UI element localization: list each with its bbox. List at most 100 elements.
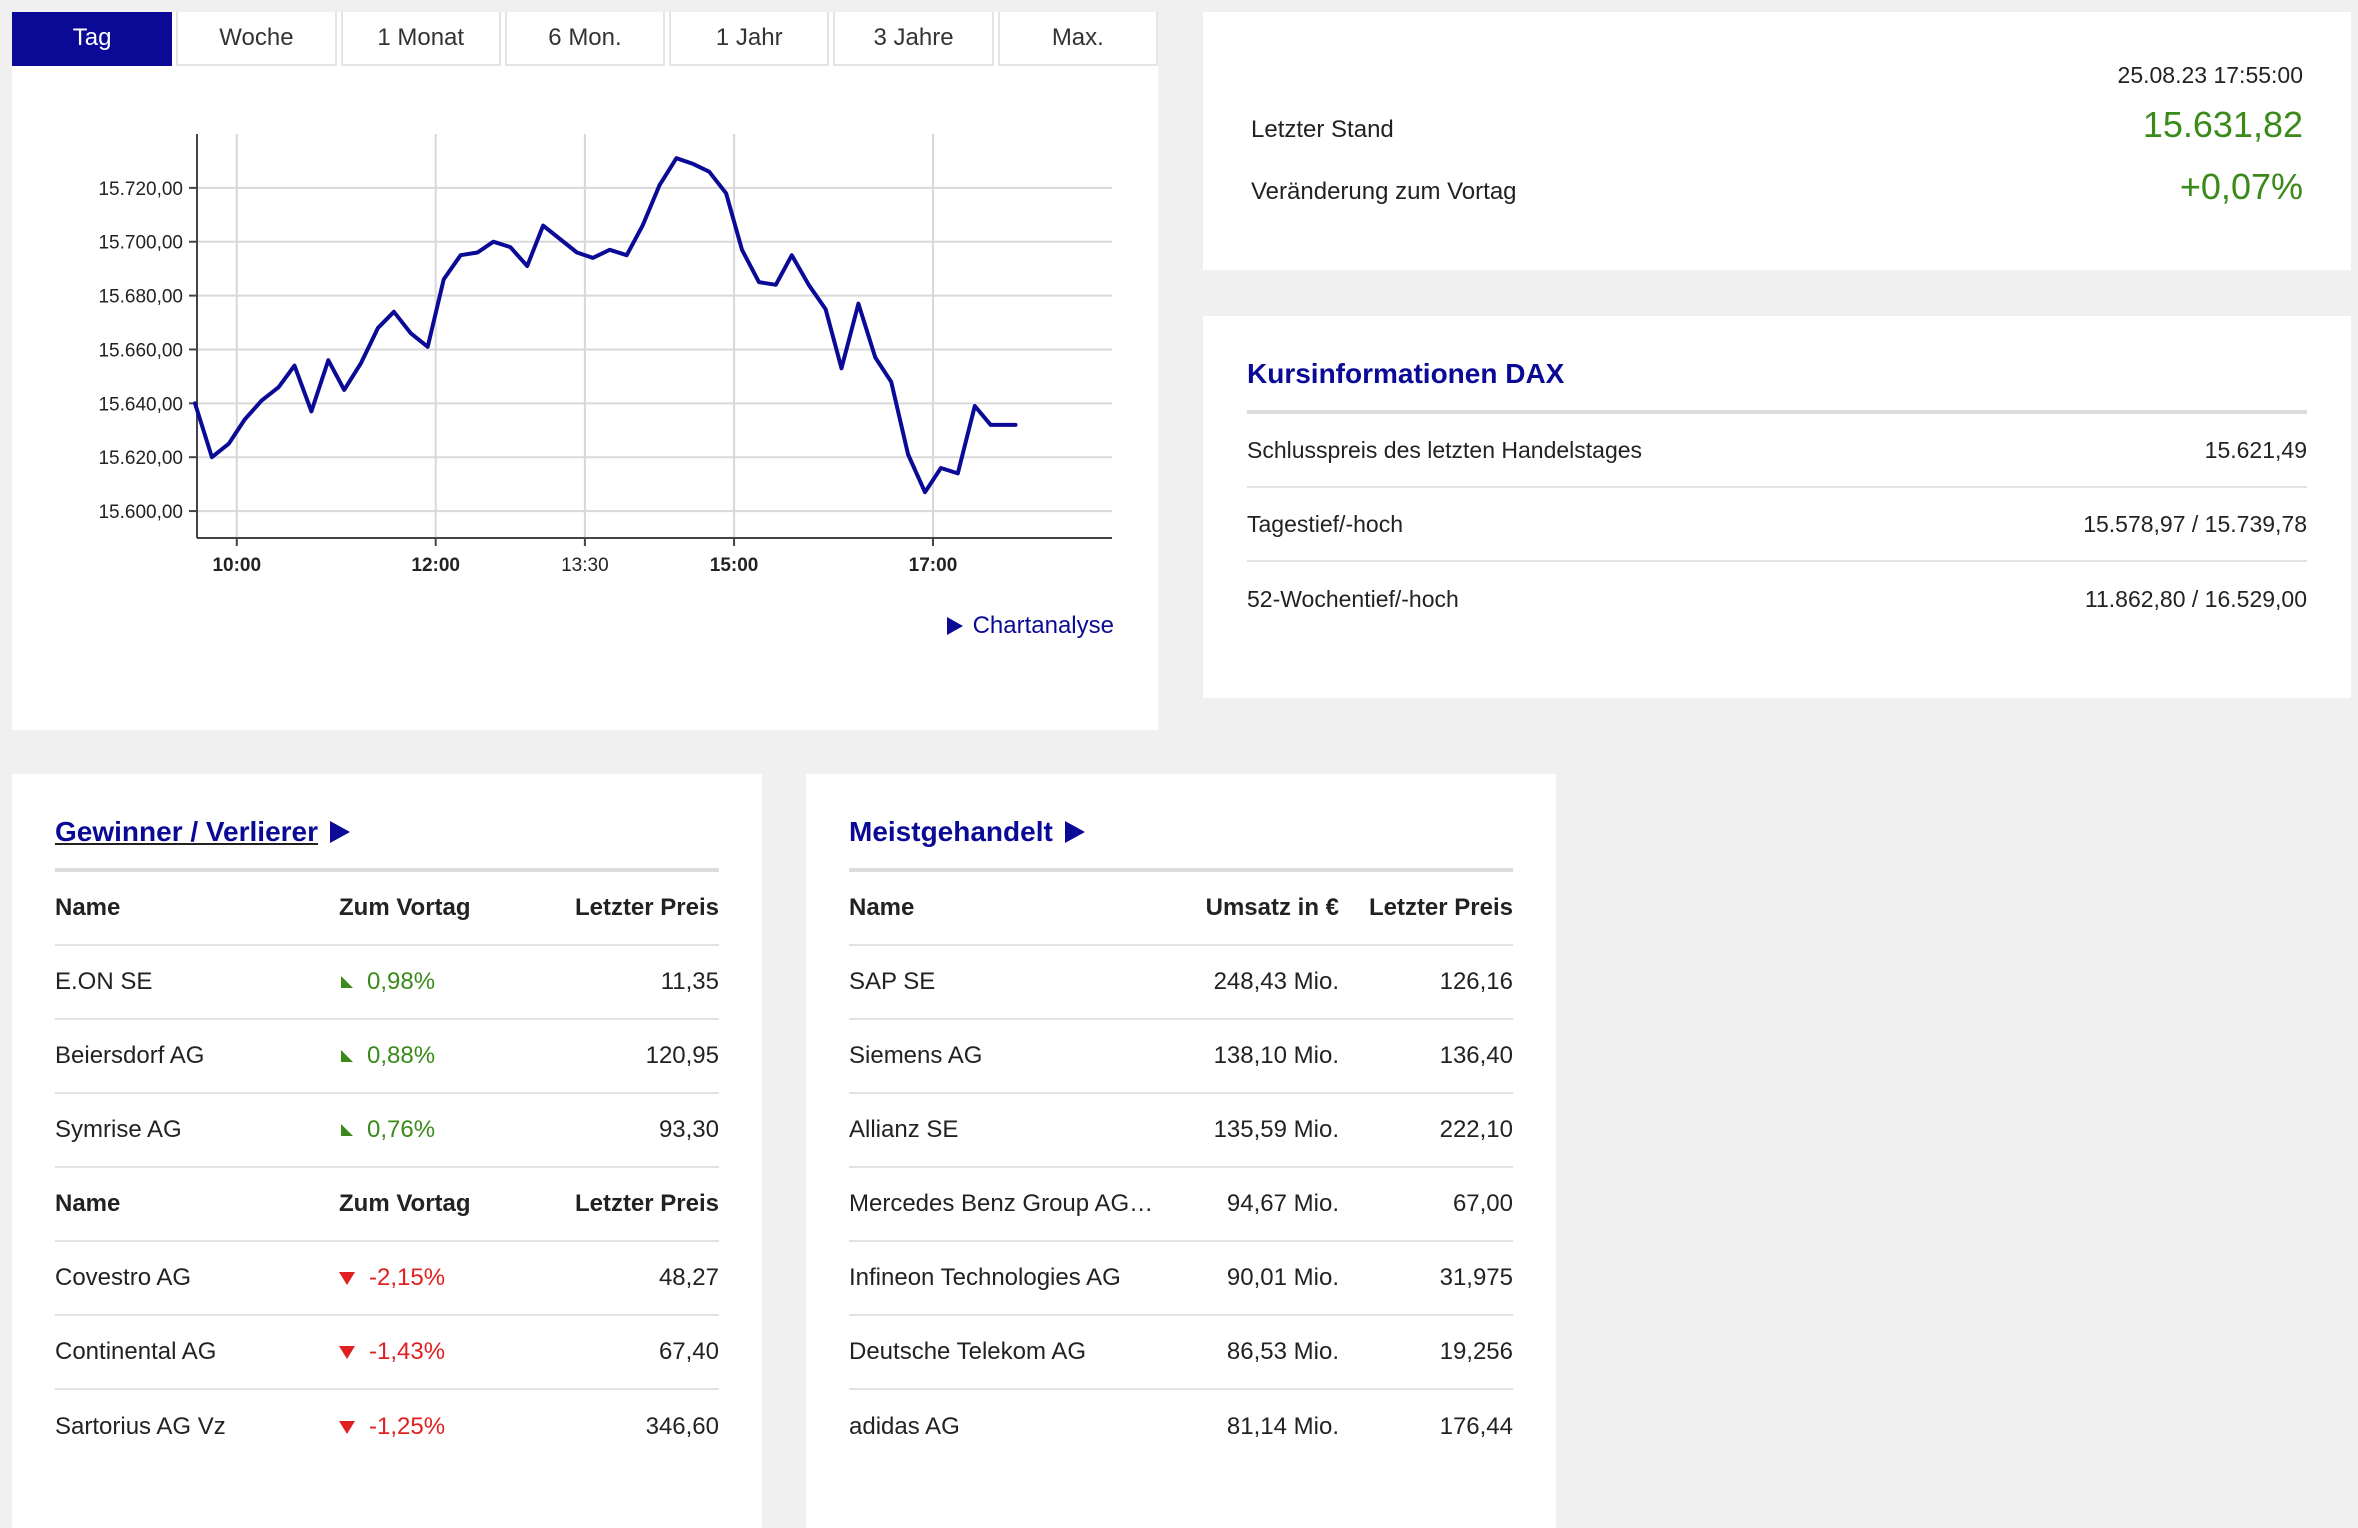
table-row[interactable]: Continental AG -1,43% 67,40 xyxy=(55,1316,719,1390)
change-text: -1,25% xyxy=(369,1413,446,1440)
col-change: Zum Vortag xyxy=(339,894,471,921)
table-header: Name Zum Vortag Letzter Preis xyxy=(55,1168,719,1242)
tab-tag[interactable]: Tag xyxy=(12,12,173,66)
col-change: Zum Vortag xyxy=(339,1190,471,1217)
gainers-losers-link[interactable]: Gewinner / Verlierer xyxy=(55,816,351,848)
dax-intraday-chart: 15.600,00 15.620,00 15.640,00 15.660,00 15.6… xyxy=(98,134,1112,576)
stock-change: 0,88% xyxy=(339,1042,529,1070)
x-tick-label: 10:00 xyxy=(212,555,261,576)
stock-name: Siemens AG xyxy=(849,1042,983,1069)
stock-volume: 81,14 Mio. xyxy=(1226,1413,1339,1440)
stock-name: Beiersdorf AG xyxy=(55,1042,205,1069)
table-row[interactable]: adidas AG 81,14 Mio. 176,44 xyxy=(849,1390,1513,1464)
info-value: 11.862,80 / 16.529,00 xyxy=(2084,585,2307,612)
table-row[interactable]: SAP SE 248,43 Mio. 126,16 xyxy=(849,946,1513,1020)
stock-name: Mercedes Benz Group AG … xyxy=(849,1190,1159,1217)
gainers-title-divider xyxy=(55,868,719,872)
stock-price: 136,40 xyxy=(1439,1042,1513,1069)
stock-price: 11,35 xyxy=(660,968,719,995)
stock-price: 31,975 xyxy=(1439,1264,1513,1291)
x-tick-label: 17:00 xyxy=(909,555,958,576)
play-triangle-icon xyxy=(1064,821,1085,843)
table-row[interactable]: Sartorius AG Vz -1,25% 346,60 xyxy=(55,1390,719,1464)
col-price: Letzter Preis xyxy=(1368,894,1513,921)
change-text: -1,43% xyxy=(369,1338,446,1365)
table-row[interactable]: Beiersdorf AG 0,88% 120,95 xyxy=(55,1020,719,1094)
play-triangle-icon xyxy=(946,617,963,635)
stock-price: 126,16 xyxy=(1439,968,1513,995)
stock-volume: 138,10 Mio. xyxy=(1213,1042,1339,1069)
y-tick-label: 15.700,00 xyxy=(98,233,183,254)
most-traded-link[interactable]: Meistgehandelt xyxy=(849,816,1085,848)
stock-price: 48,27 xyxy=(658,1264,719,1291)
info-label: 52-Wochentief/-hoch xyxy=(1247,585,1459,612)
stock-change: 0,76% xyxy=(339,1116,529,1144)
table-row[interactable]: Infineon Technologies AG 90,01 Mio. 31,9… xyxy=(849,1242,1513,1316)
stock-name: Allianz SE xyxy=(849,1116,959,1143)
stock-volume: 86,53 Mio. xyxy=(1226,1338,1339,1365)
stock-price: 176,44 xyxy=(1439,1413,1513,1440)
col-price: Letzter Preis xyxy=(574,1190,719,1217)
x-tick-label: 15:00 xyxy=(710,555,759,576)
info-value: 15.578,97 / 15.739,78 xyxy=(2083,510,2307,537)
stock-name: Symrise AG xyxy=(55,1116,182,1143)
stock-name: adidas AG xyxy=(849,1413,960,1440)
stock-price: 67,40 xyxy=(658,1338,719,1365)
table-row[interactable]: E.ON SE 0,98% 11,35 xyxy=(55,946,719,1020)
change-row: Veränderung zum Vortag +0,07% xyxy=(1251,166,2303,208)
tab-1-monat[interactable]: 1 Monat xyxy=(340,12,501,66)
table-row[interactable]: Deutsche Telekom AG 86,53 Mio. 19,256 xyxy=(849,1316,1513,1390)
dax-series-line xyxy=(193,156,1018,495)
traded-title-divider xyxy=(849,868,1513,872)
table-row[interactable]: Allianz SE 135,59 Mio. 222,10 xyxy=(849,1094,1513,1168)
y-tick-label: 15.720,00 xyxy=(98,179,183,200)
chart-panel: Tag Woche 1 Monat 6 Mon. 1 Jahr 3 Jahre … xyxy=(12,12,1158,730)
last-price-label: Letzter Stand xyxy=(1251,116,1394,143)
info-value: 15.621,49 xyxy=(2204,436,2307,463)
table-row[interactable]: Siemens AG 138,10 Mio. 136,40 xyxy=(849,1020,1513,1094)
y-tick-label: 15.640,00 xyxy=(98,394,183,415)
stock-volume: 94,67 Mio. xyxy=(1226,1190,1339,1217)
table-header: Name Zum Vortag Letzter Preis xyxy=(55,872,719,946)
tab-1-jahr[interactable]: 1 Jahr xyxy=(669,12,830,66)
gainers-losers-table: Name Zum Vortag Letzter Preis E.ON SE 0,… xyxy=(55,872,719,1464)
most-traded-title: Meistgehandelt xyxy=(849,816,1053,847)
y-tick-label: 15.620,00 xyxy=(98,448,183,469)
play-triangle-icon xyxy=(330,821,351,843)
info-label: Schlusspreis des letzten Handelstages xyxy=(1247,436,1643,463)
change-text: 0,98% xyxy=(367,968,436,995)
table-row[interactable]: Covestro AG -2,15% 48,27 xyxy=(55,1242,719,1316)
stock-price: 93,30 xyxy=(658,1116,719,1143)
arrow-up-icon xyxy=(341,1050,353,1062)
change-label: Veränderung zum Vortag xyxy=(1251,178,1517,205)
stock-name: E.ON SE xyxy=(55,968,153,995)
stock-name: Deutsche Telekom AG xyxy=(849,1338,1087,1365)
quote-timestamp: 25.08.23 17:55:00 xyxy=(2117,62,2303,88)
info-label: Tagestief/-hoch xyxy=(1247,510,1403,537)
last-price-value: 15.631,82 xyxy=(2142,104,2303,145)
tab-max[interactable]: Max. xyxy=(997,12,1158,66)
col-price: Letzter Preis xyxy=(574,894,719,921)
table-row[interactable]: Mercedes Benz Group AG … 94,67 Mio. 67,0… xyxy=(849,1168,1513,1242)
tab-3-jahre[interactable]: 3 Jahre xyxy=(833,12,994,66)
table-row[interactable]: Symrise AG 0,76% 93,30 xyxy=(55,1094,719,1168)
arrow-up-icon xyxy=(341,976,353,988)
change-text: 0,76% xyxy=(367,1116,436,1143)
tab-6-mon[interactable]: 6 Mon. xyxy=(504,12,666,66)
info-title-divider xyxy=(1247,410,2307,414)
stock-name: Continental AG xyxy=(55,1338,217,1365)
stock-volume: 90,01 Mio. xyxy=(1226,1264,1339,1291)
arrow-up-icon xyxy=(341,1124,353,1136)
x-tick-label: 12:00 xyxy=(411,555,460,576)
tab-woche[interactable]: Woche xyxy=(176,12,337,66)
stock-price: 67,00 xyxy=(1452,1190,1513,1217)
stock-name: SAP SE xyxy=(849,968,936,995)
col-name: Name xyxy=(55,1190,121,1217)
info-row-close: Schlusspreis des letzten Handelstages 15… xyxy=(1247,414,2307,488)
chartanalyse-link[interactable]: Chartanalyse xyxy=(946,612,1114,640)
stock-change: 0,98% xyxy=(339,968,529,996)
stock-volume: 135,59 Mio. xyxy=(1213,1116,1339,1143)
arrow-down-icon xyxy=(339,1345,355,1359)
info-row-52w-range: 52-Wochentief/-hoch 11.862,80 / 16.529,0… xyxy=(1247,562,2307,636)
change-value: +0,07% xyxy=(2179,166,2303,207)
